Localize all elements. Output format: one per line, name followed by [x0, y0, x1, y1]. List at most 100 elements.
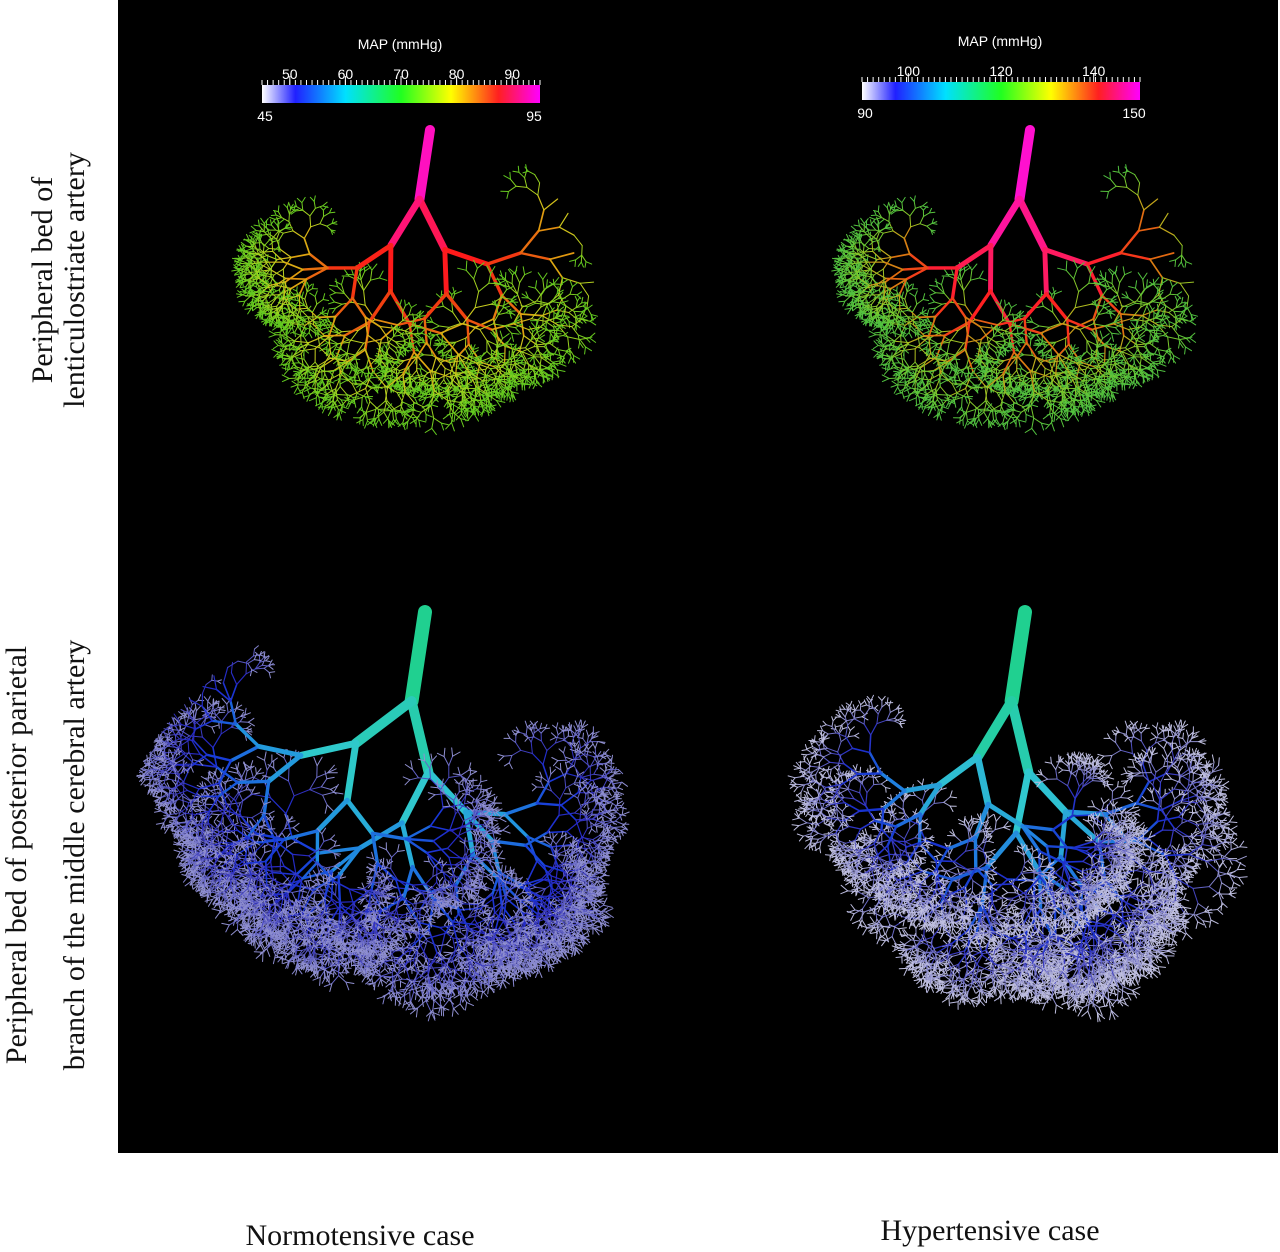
vessel — [438, 349, 444, 355]
vessel — [545, 373, 554, 378]
vessel — [465, 260, 468, 271]
vessel — [479, 381, 482, 390]
vessel — [571, 326, 579, 336]
vessel — [543, 340, 551, 348]
vessel — [560, 321, 566, 326]
vessel — [573, 355, 581, 360]
vessel — [558, 226, 575, 236]
vessel — [339, 378, 341, 387]
vessel — [523, 306, 529, 314]
vessel — [551, 371, 554, 381]
vessel — [514, 376, 523, 384]
vessel — [553, 324, 562, 328]
vessel — [541, 369, 548, 375]
vessel — [452, 311, 461, 324]
vessel — [435, 293, 442, 299]
vessel — [552, 360, 560, 363]
vessel — [574, 259, 577, 267]
vessel — [554, 321, 562, 324]
vessel — [517, 165, 520, 173]
vessel — [913, 376, 915, 383]
vessel — [552, 361, 559, 366]
vessel — [499, 270, 504, 280]
vessel — [531, 322, 537, 329]
vessel — [274, 331, 281, 334]
vessel — [568, 321, 576, 325]
vessel — [542, 304, 548, 316]
vessel — [465, 356, 470, 364]
vessel — [561, 279, 569, 284]
vessel — [534, 377, 540, 384]
vessel — [548, 330, 554, 339]
vessel — [576, 296, 581, 302]
vessel — [435, 344, 440, 351]
vessel — [377, 408, 380, 420]
vessel — [252, 239, 255, 248]
vessel — [442, 305, 454, 313]
vessel — [577, 261, 582, 267]
vessel — [502, 386, 504, 395]
vessel — [451, 301, 454, 313]
vessel — [585, 261, 593, 265]
vessel — [313, 376, 315, 383]
vessel — [580, 319, 591, 322]
vessel — [282, 268, 285, 282]
vessel — [524, 177, 528, 188]
vessel — [917, 406, 926, 408]
vessel — [1142, 353, 1151, 356]
vessel — [416, 195, 449, 254]
vessel — [277, 205, 280, 213]
vessel — [492, 364, 499, 367]
vessel — [434, 342, 441, 345]
vessel — [537, 226, 561, 232]
vessel — [511, 391, 519, 394]
vessel — [531, 377, 536, 386]
vessel — [551, 293, 558, 303]
vessel — [1145, 322, 1147, 331]
vessel — [536, 289, 545, 302]
vessel — [561, 308, 565, 316]
vessel — [521, 382, 530, 385]
vessel — [579, 337, 590, 340]
vessel — [589, 317, 597, 322]
vessel — [512, 323, 530, 331]
vessel — [549, 338, 557, 342]
vessel — [989, 385, 998, 388]
vessel — [472, 368, 487, 372]
vessel — [528, 374, 533, 383]
vessel — [445, 349, 452, 356]
vessel — [568, 356, 572, 364]
vessel — [586, 295, 590, 308]
vessel — [558, 212, 569, 228]
vessel — [298, 294, 301, 310]
vessel — [532, 381, 538, 390]
vessel — [554, 347, 559, 355]
vessel — [508, 185, 517, 192]
vessel — [579, 281, 595, 284]
vessel — [575, 300, 578, 309]
vessel — [536, 300, 550, 305]
vessel — [314, 330, 317, 337]
vessel — [1157, 297, 1166, 300]
vessel — [560, 324, 566, 329]
vessel — [1169, 293, 1178, 296]
vessel — [589, 320, 597, 326]
vessel — [556, 289, 564, 295]
vessel — [542, 278, 545, 291]
vessel — [523, 383, 526, 391]
vessel — [548, 298, 559, 305]
vessel — [544, 317, 556, 322]
vessel — [444, 292, 469, 322]
vessel — [278, 295, 281, 303]
vessel — [557, 349, 562, 359]
vessel — [580, 309, 586, 320]
vessel — [478, 372, 488, 377]
vessel — [335, 292, 345, 294]
vessel — [556, 329, 564, 333]
vessel — [515, 185, 528, 188]
vessel — [341, 406, 343, 414]
vessel — [938, 362, 950, 364]
vessel — [575, 305, 584, 309]
vessel — [538, 337, 545, 342]
